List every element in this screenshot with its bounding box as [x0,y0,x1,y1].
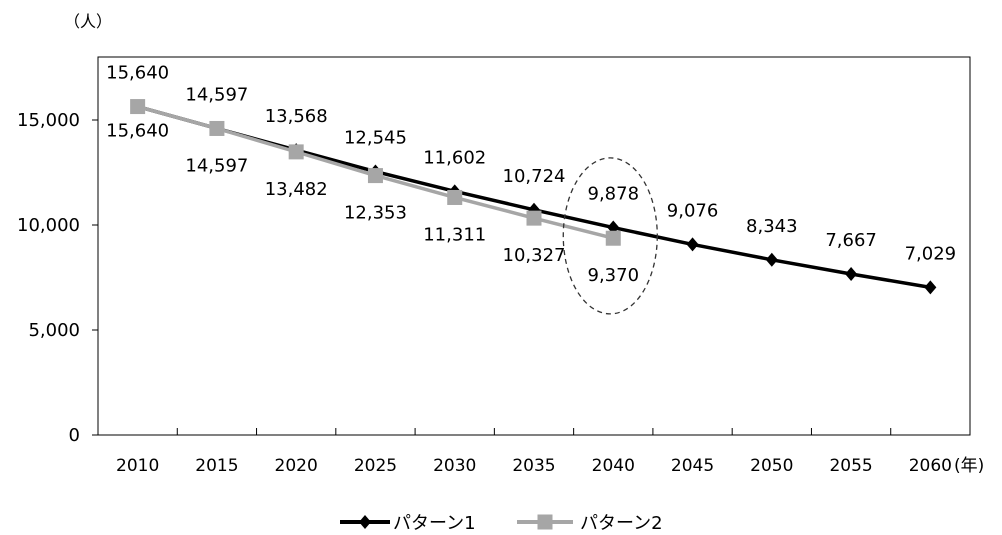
data-point-diamond [765,252,778,267]
x-tick-label: 2035 [512,456,555,476]
data-point-square [526,210,542,226]
legend-label-series-1: パターン1 [393,513,476,534]
y-tick-label: 15,000 [17,110,80,131]
legend-label-series-2: パターン2 [580,513,663,534]
data-label-series-2: 14,597 [185,155,248,176]
data-label-series-1: 7,029 [905,243,957,264]
x-tick-label: 2045 [671,456,714,476]
data-point-diamond [924,280,937,295]
plot-area [97,56,971,436]
x-tick-label: 2010 [116,456,159,476]
data-label-series-1: 15,640 [106,63,169,84]
data-label-series-2: 15,640 [106,121,169,142]
data-label-layer: 15,640 14,597 13,568 12,545 11,602 10,724 9,87… [106,63,956,287]
square-marker-icon [537,514,553,530]
data-label-series-1: 12,545 [344,128,407,149]
series-layer [130,99,937,295]
data-label-series-1: 9,878 [588,184,640,205]
data-label-series-2: 10,327 [503,245,566,266]
x-axis-unit-label: (年) [954,456,984,476]
data-point-square [367,168,383,184]
x-tick-label: 2040 [592,456,635,476]
data-point-diamond [845,266,858,281]
data-label-series-1: 14,597 [185,84,248,105]
data-label-series-1: 7,667 [825,230,877,251]
legend-item-series-1: パターン1 [340,513,476,534]
series-2 [130,99,621,246]
y-tick-label: 10,000 [17,215,80,236]
x-tick-label: 2060 [909,456,952,476]
x-tick-label: 2015 [195,456,238,476]
data-label-series-2: 13,482 [265,179,328,200]
x-tick-label: 2020 [275,456,318,476]
data-label-series-2: 9,370 [588,265,640,286]
data-point-square [605,230,621,246]
data-point-square [447,189,463,205]
x-axis: 2010 2015 2020 2025 2030 2035 2040 2045 2050 2055… [116,428,952,476]
x-tick-label: 2055 [829,456,872,476]
data-point-diamond [686,237,699,252]
legend-item-series-2: パターン2 [517,513,663,534]
data-label-series-2: 11,311 [423,224,486,245]
x-tick-label: 2050 [750,456,793,476]
y-axis: 0 5,000 10,000 15,000 [17,110,98,446]
y-axis-unit-label: （人） [64,12,112,31]
data-point-square [288,144,304,160]
data-label-series-1: 11,602 [423,147,486,168]
data-point-square [130,99,146,115]
data-label-series-2: 12,353 [344,203,407,224]
diamond-marker-icon [359,515,371,529]
y-tick-label: 0 [69,425,80,446]
data-label-series-1: 8,343 [746,216,798,237]
x-tick-label: 2025 [354,456,397,476]
data-point-square [209,120,225,136]
y-tick-label: 5,000 [28,320,80,341]
legend: パターン1 パターン2 [340,513,663,534]
x-tick-label: 2030 [433,456,476,476]
highlight-ellipse [562,157,658,315]
data-label-series-1: 10,724 [503,166,566,187]
data-label-series-1: 9,076 [667,200,719,221]
data-label-series-1: 13,568 [265,106,328,127]
